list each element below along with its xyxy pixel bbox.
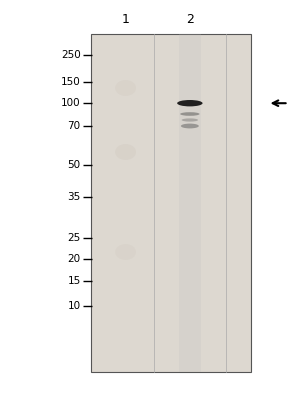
Ellipse shape [180,112,200,116]
Text: 2: 2 [186,13,194,26]
Bar [179,34,201,372]
Text: 20: 20 [68,254,81,264]
Text: 70: 70 [68,121,81,131]
Ellipse shape [115,80,136,96]
Bar [91,34,251,372]
Text: 35: 35 [68,192,81,202]
Text: 100: 100 [61,98,81,108]
Text: 150: 150 [61,77,81,87]
Ellipse shape [177,100,203,106]
Text: 10: 10 [68,301,81,311]
Ellipse shape [115,244,136,260]
Text: 250: 250 [61,50,81,60]
Ellipse shape [115,144,136,160]
Text: 1: 1 [122,13,129,26]
Text: 50: 50 [68,160,81,170]
Text: 25: 25 [68,233,81,243]
Ellipse shape [181,124,199,128]
Text: 15: 15 [68,276,81,286]
Ellipse shape [182,118,198,122]
